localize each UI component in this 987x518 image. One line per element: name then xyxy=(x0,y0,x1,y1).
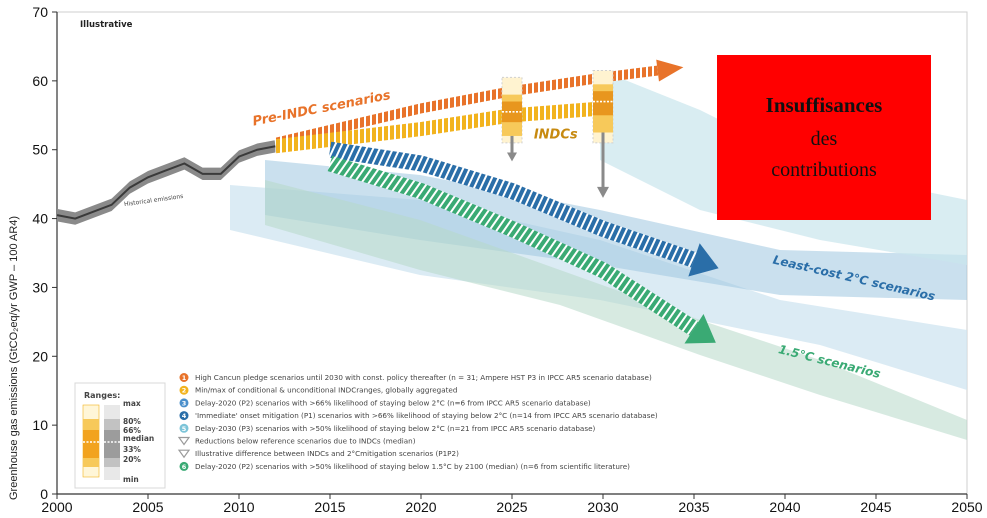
scenario-legend: 1 High Cancun pledge scenarios until 2030… xyxy=(177,373,658,471)
least-cost-2c-arrow-head xyxy=(688,243,719,277)
illustrative-note: Illustrative xyxy=(80,20,133,30)
ranges-label: median xyxy=(123,434,154,443)
legend-item: 1 High Cancun pledge scenarios until 2030… xyxy=(179,373,652,382)
y-tick-label: 30 xyxy=(32,279,48,295)
legend-marker xyxy=(179,411,189,421)
legend-text: Reductions below reference scenarios due… xyxy=(195,437,416,446)
legend-item: 3 Delay-2020 (P2) scenarios with >66% lik… xyxy=(179,398,591,408)
y-tick-label: 40 xyxy=(32,211,48,227)
legend-marker-number: 3 xyxy=(182,399,187,407)
1-5c-arrow xyxy=(327,155,699,336)
legend-text: Delay-2030 (P3) scenarios with >50% like… xyxy=(195,424,595,433)
legend-item: 6 Delay-2020 (P2) scenarios with >50% lik… xyxy=(179,461,630,471)
indc-range-boxes xyxy=(501,70,614,198)
legend-marker xyxy=(179,385,189,395)
callout-line-2: des xyxy=(811,128,838,150)
ranges-label: min xyxy=(123,475,139,484)
reduction-arrow-2025-head xyxy=(507,152,517,162)
legend-text: 'Immediate' onset mitigation (P1) scenar… xyxy=(195,411,658,420)
ranges-label: 20% xyxy=(123,455,141,464)
y-tick-label: 20 xyxy=(32,348,48,364)
legend-item: 5 Delay-2030 (P3) scenarios with >50% lik… xyxy=(179,423,595,433)
legend-item: Reductions below reference scenarios due… xyxy=(177,436,416,446)
indc-box-66-33 xyxy=(502,101,522,123)
scenario-label: INDCs xyxy=(534,128,578,143)
x-tick-label: 2035 xyxy=(678,499,709,515)
ranges-label: 66% xyxy=(123,426,141,435)
x-tick-label: 2030 xyxy=(587,499,618,515)
legend-text: Delay-2020 (P2) scenarios with >66% like… xyxy=(195,398,591,407)
callout-box: Insuffisances des contributions xyxy=(717,55,931,220)
x-tick-label: 2000 xyxy=(41,499,72,515)
legend-text: Illustrative difference between INDCs an… xyxy=(195,449,459,458)
y-tick-label: 60 xyxy=(32,73,48,89)
legend-marker xyxy=(179,423,189,433)
y-tick-label: 0 xyxy=(40,486,48,502)
ranges-legend: Ranges: max 80%66%median 33%20% min xyxy=(74,382,166,489)
1-5c-arrow-head xyxy=(684,313,716,344)
legend-item: 4 'Immediate' onset mitigation (P1) scena… xyxy=(179,411,658,421)
legend-text: Delay-2020 (P2) scenarios with >50% like… xyxy=(195,462,630,471)
callout-line-3: contributions xyxy=(771,159,877,181)
legend-text: Min/max of conditional & unconditional I… xyxy=(195,386,457,395)
pre-indc-arrow-head xyxy=(656,59,684,82)
y-tick-label: 10 xyxy=(32,417,48,433)
legend-marker xyxy=(179,398,189,408)
indc-box-66-33 xyxy=(593,91,613,116)
legend-marker-number: 2 xyxy=(182,387,187,395)
pre-indc-arrow xyxy=(274,65,659,148)
ranges-label: 33% xyxy=(123,445,141,454)
ranges-label: max xyxy=(123,399,141,408)
x-tick-label: 2050 xyxy=(951,499,982,515)
legend-marker xyxy=(179,461,189,471)
x-tick-label: 2045 xyxy=(860,499,891,515)
x-tick-label: 2020 xyxy=(405,499,436,515)
legend-marker-number: 5 xyxy=(182,425,187,433)
legend-triangle-icon xyxy=(177,449,191,459)
least-cost-2c-arrow xyxy=(328,141,697,268)
y-axis-label: Greenhouse gas emissions (GtCO₂eq/yr GWP… xyxy=(8,216,20,500)
legend-item: 2 Min/max of conditional & unconditional … xyxy=(179,385,457,395)
ranges-label: 80% xyxy=(123,417,141,426)
historical-line xyxy=(56,145,276,220)
y-tick-label: 70 xyxy=(32,4,48,20)
x-tick-label: 2005 xyxy=(132,499,163,515)
legend-item: Illustrative difference between INDCs an… xyxy=(177,449,459,459)
envelope-1-5c xyxy=(265,180,967,440)
ranges-title: Ranges: xyxy=(84,391,120,400)
gap-arrow-2030-head xyxy=(597,186,609,198)
x-tick-label: 2015 xyxy=(314,499,345,515)
y-tick-label: 50 xyxy=(32,142,48,158)
x-tick-label: 2010 xyxy=(223,499,254,515)
legend-marker xyxy=(179,373,189,382)
legend-marker-number: 4 xyxy=(182,412,187,420)
legend-triangle-icon xyxy=(177,436,191,446)
x-tick-label: 2040 xyxy=(769,499,800,515)
legend-marker-number: 6 xyxy=(182,463,187,471)
legend-marker-number: 1 xyxy=(182,374,187,382)
callout-line-1: Insuffisances xyxy=(766,93,883,117)
x-tick-label: 2025 xyxy=(496,499,527,515)
axes: 2000 2005 2010 2015 2020 2025 2030 2035 2040 2045… xyxy=(32,4,982,515)
legend-text: High Cancun pledge scenarios until 2030 … xyxy=(195,373,652,382)
